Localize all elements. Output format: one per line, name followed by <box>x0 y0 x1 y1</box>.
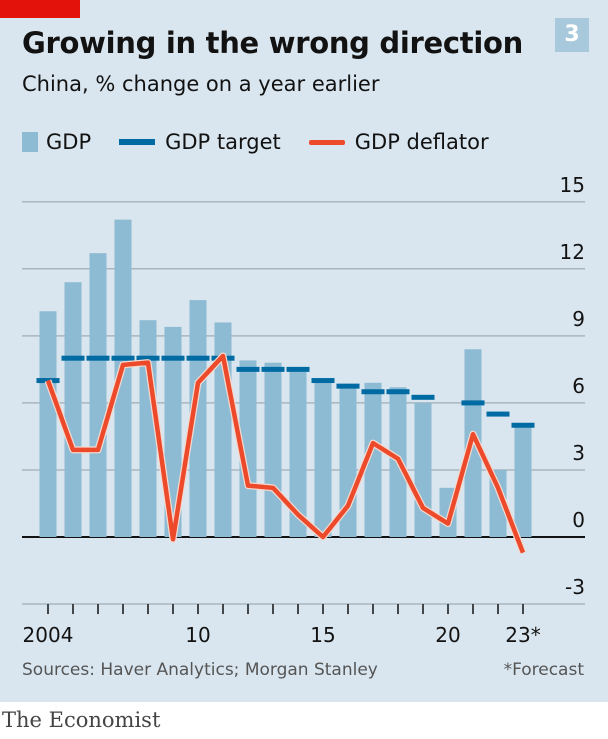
y-tick-label: 15 <box>560 173 585 197</box>
gdp-bar <box>114 219 132 537</box>
legend-item-target: GDP target <box>119 130 281 154</box>
legend-item-gdp: GDP <box>22 130 91 154</box>
x-tick-label: 23* <box>505 623 540 647</box>
y-tick-label: 6 <box>572 374 585 398</box>
gdp-target-dash <box>386 389 410 395</box>
gdp-target-dash <box>486 411 510 417</box>
gdp-target-dash <box>286 366 310 372</box>
legend-label: GDP target <box>165 130 281 154</box>
gdp-target-dash <box>511 422 535 428</box>
gdp-deflator-line <box>45 353 526 554</box>
economist-logo: The Economist <box>2 708 161 732</box>
gdp-target-dash <box>261 366 285 372</box>
y-tick-label: 12 <box>560 240 585 264</box>
gdp-bar <box>89 253 107 537</box>
gdp-target-dash <box>411 394 435 400</box>
brand-red-tag <box>0 0 80 18</box>
legend-swatch-dash <box>119 139 156 145</box>
gdp-bar <box>314 380 332 537</box>
chart-number-badge: 3 <box>555 18 589 52</box>
legend-label: GDP deflator <box>354 130 489 154</box>
legend: GDP GDP target GDP deflator <box>22 130 517 154</box>
y-tick-label: 0 <box>572 508 585 532</box>
forecast-note: *Forecast <box>503 660 584 680</box>
gdp-target-dash <box>311 378 335 384</box>
gdp-bar <box>289 371 307 537</box>
chart-subtitle: China, % change on a year earlier <box>22 72 380 96</box>
gdp-target-dash <box>186 355 210 361</box>
gdp-target-dash <box>136 355 160 361</box>
gdp-target-dash <box>461 400 485 406</box>
x-tick-label: 20 <box>435 623 460 647</box>
gdp-target-dash <box>336 383 360 389</box>
x-tick-label: 10 <box>185 623 210 647</box>
chart-title: Growing in the wrong direction <box>22 26 523 60</box>
gdp-target-dash <box>161 355 185 361</box>
gdp-bar <box>514 425 532 537</box>
legend-item-deflator: GDP deflator <box>308 130 489 154</box>
gdp-target-dash <box>86 355 110 361</box>
gdp-bar <box>264 362 282 537</box>
gdp-target-dash <box>361 389 385 395</box>
gdp-target-dash <box>61 355 85 361</box>
y-tick-label: 9 <box>572 307 585 331</box>
chart-plot: 15 12 9 6 3 0 -3 2004 10 15 20 23* <box>22 173 585 647</box>
gdp-target-dash <box>111 355 135 361</box>
legend-swatch-bar <box>22 132 38 152</box>
gdp-bar <box>64 282 82 537</box>
gdp-bar <box>39 311 57 537</box>
gdp-target-dash <box>236 366 260 372</box>
gdp-bar <box>414 402 432 537</box>
legend-label: GDP <box>46 130 92 154</box>
source-note: Sources: Haver Analytics; Morgan Stanley <box>22 660 378 680</box>
y-tick-label: -3 <box>565 575 585 599</box>
gdp-bar <box>364 382 382 537</box>
x-tick-label: 15 <box>310 623 335 647</box>
y-tick-label: 3 <box>572 441 585 465</box>
legend-swatch-line <box>308 139 345 145</box>
x-tick-label: 2004 <box>23 623 74 647</box>
gdp-bar <box>239 360 257 537</box>
